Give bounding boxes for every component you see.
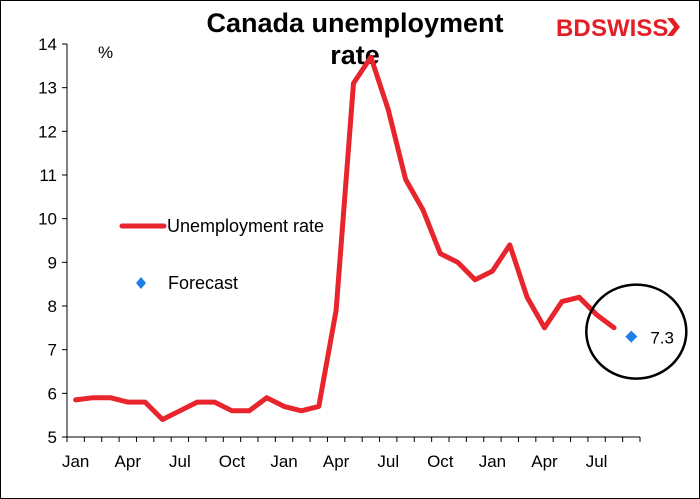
chart-title-line1: Canada unemployment	[206, 8, 503, 38]
x-tick-label: Jul	[377, 452, 399, 471]
y-tick-label: 6	[48, 384, 57, 403]
x-tick-label: Apr	[531, 452, 558, 471]
logo-text-bd: BD	[556, 15, 591, 42]
x-tick-label: Jan	[270, 452, 297, 471]
y-tick-label: 10	[38, 210, 57, 229]
y-tick-label: 7	[48, 341, 57, 360]
x-tick-label: Jul	[169, 452, 191, 471]
x-tick-label: Jan	[479, 452, 506, 471]
forecast-value-label: 7.3	[650, 329, 674, 348]
legend: Unemployment rate Forecast	[119, 216, 324, 293]
y-tick-label: 11	[39, 166, 57, 185]
y-ticks: 5 6 7 8 9 10 11 12 13 14	[38, 35, 67, 447]
x-tick-label: Jul	[586, 452, 608, 471]
forecast-point	[625, 330, 638, 343]
x-tick-label: Apr	[115, 452, 142, 471]
y-tick-label: 9	[48, 253, 57, 272]
bdswiss-logo: BD SWISS	[556, 15, 680, 42]
y-tick-label: 8	[48, 297, 57, 316]
legend-diamond-swatch	[136, 277, 146, 289]
forecast-group: 7.3	[585, 283, 688, 380]
unemployment-rate-line	[73, 54, 617, 422]
y-tick-label: 12	[38, 122, 57, 141]
y-unit-label: %	[98, 43, 113, 62]
logo-chevron-icon	[667, 18, 680, 36]
x-tick-label: Oct	[427, 452, 454, 471]
y-tick-label: 5	[48, 428, 57, 447]
x-tick-label: Apr	[323, 452, 350, 471]
forecast-highlight-circle	[585, 283, 688, 380]
legend-label-forecast: Forecast	[168, 273, 238, 293]
y-tick-label: 14	[38, 35, 57, 54]
y-tick-label: 13	[38, 79, 57, 98]
logo-text-swiss: SWISS	[591, 15, 668, 42]
x-ticks: Jan Apr Jul Oct Jan Apr Jul Oct Jan Apr Jul	[62, 437, 641, 471]
x-tick-label: Jan	[62, 452, 89, 471]
x-tick-label: Oct	[219, 452, 246, 471]
legend-label-unemployment-rate: Unemployment rate	[167, 216, 324, 236]
